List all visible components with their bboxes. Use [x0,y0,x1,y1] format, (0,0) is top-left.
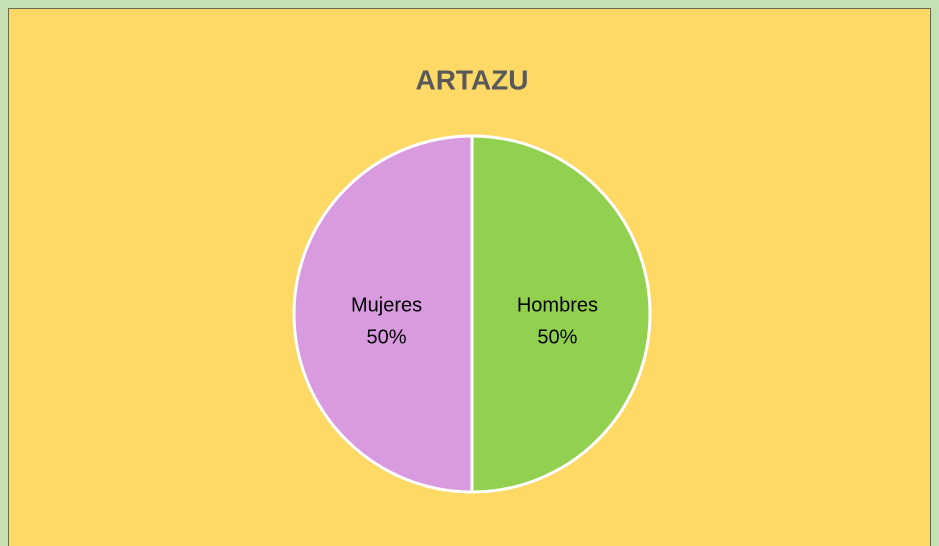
pie-slice [292,134,474,494]
chart-title: ARTAZU [415,64,528,95]
slice-label: Mujeres [351,294,422,316]
slice-value-label: 50% [537,326,577,348]
slice-label: Hombres [517,294,598,316]
slice-value-label: 50% [367,326,407,348]
pie-slice [470,134,652,494]
